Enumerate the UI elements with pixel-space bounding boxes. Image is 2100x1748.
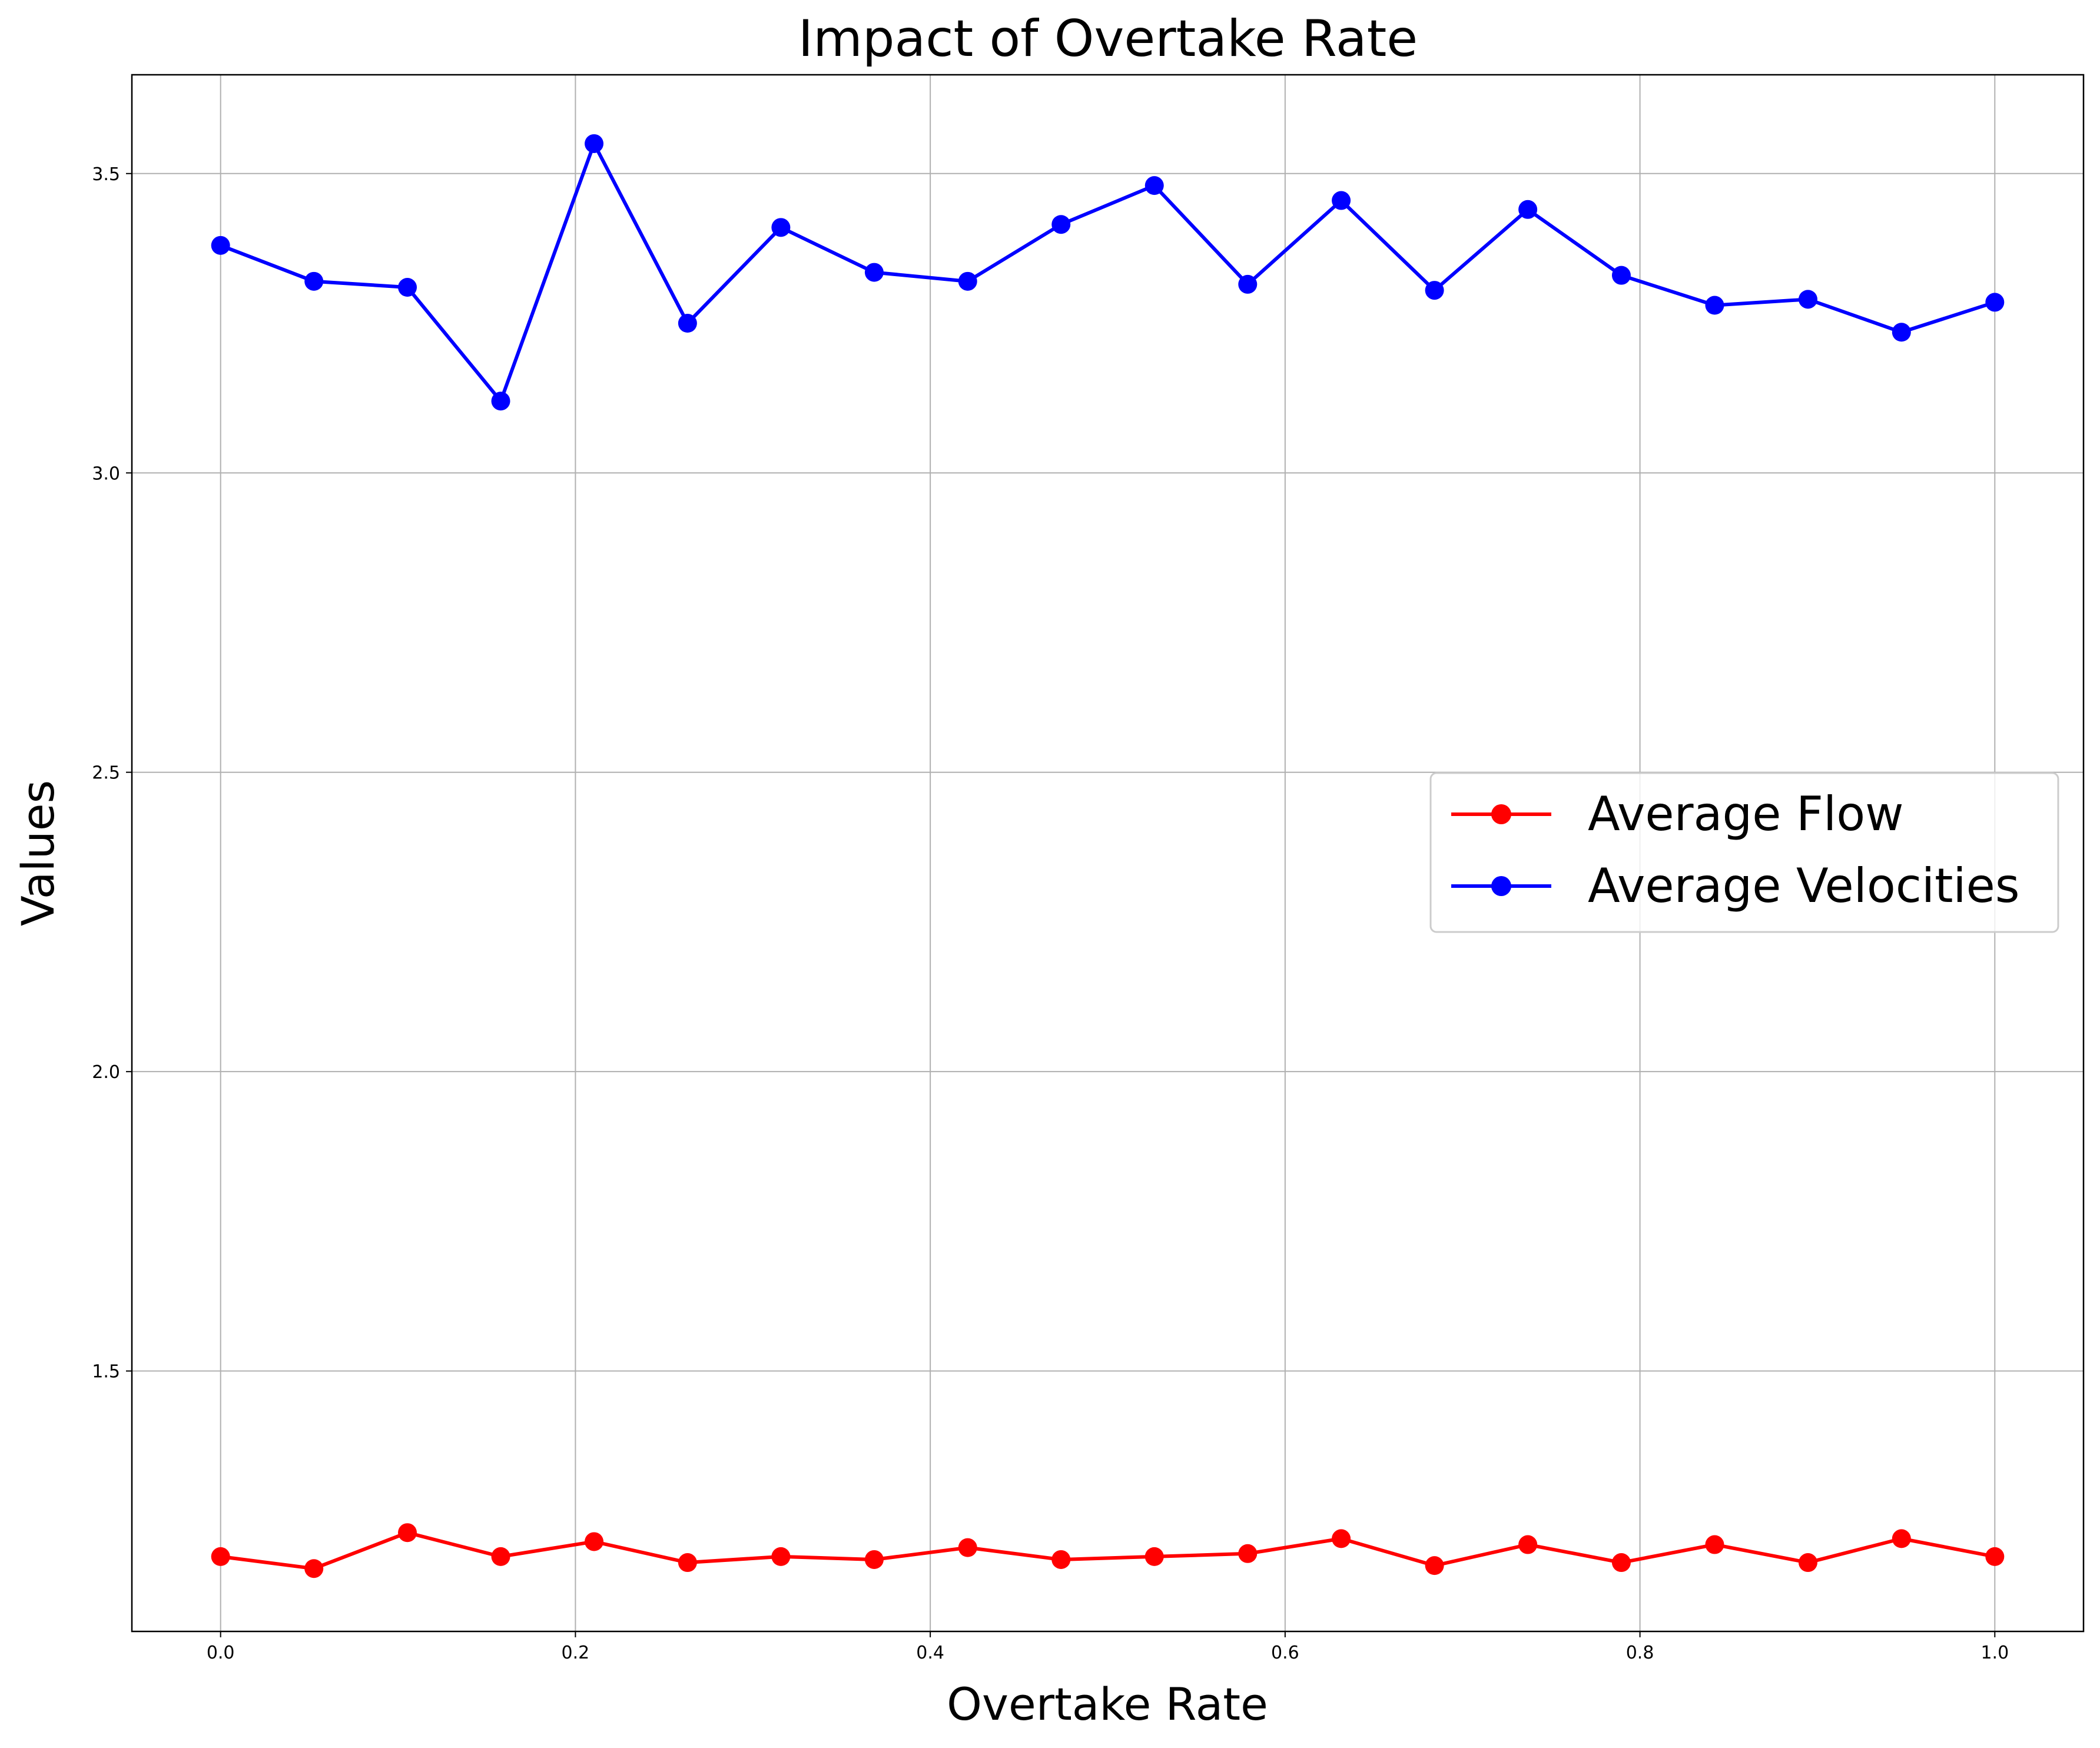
- y-tick-label: 3.5: [92, 164, 120, 185]
- x-axis-title: Overtake Rate: [947, 1678, 1268, 1730]
- data-point-average-velocities: [1518, 200, 1538, 219]
- series-line-average-velocities: [220, 141, 1996, 403]
- data-point-average-velocities: [1611, 266, 1631, 285]
- data-point-average-velocities: [771, 218, 791, 237]
- data-point-average-flow: [585, 1532, 604, 1551]
- x-tick-label: 0.2: [562, 1643, 590, 1663]
- data-point-average-flow: [1705, 1535, 1724, 1554]
- data-point-average-flow: [1518, 1535, 1538, 1554]
- legend-marker-average-flow: [1491, 804, 1511, 824]
- x-tick-label: 1.0: [1980, 1643, 2009, 1663]
- y-axis-title: Values: [12, 780, 64, 926]
- data-point-average-flow: [304, 1559, 324, 1578]
- data-point-average-flow: [1425, 1556, 1444, 1575]
- data-point-average-velocities: [678, 314, 697, 333]
- legend: Average Flow Average Velocities: [1429, 772, 2059, 933]
- x-tick-label: 0.6: [1271, 1643, 1299, 1663]
- legend-frame: [1429, 772, 2059, 933]
- y-tick-label: 2.5: [92, 763, 120, 784]
- data-point-average-flow: [1798, 1553, 1817, 1573]
- data-point-average-velocities: [1798, 290, 1817, 309]
- chart-title: Impact of Overtake Rate: [798, 9, 1418, 68]
- data-point-average-velocities: [1705, 296, 1724, 315]
- legend-marker-average-velocities: [1491, 876, 1511, 896]
- data-point-average-flow: [1611, 1553, 1631, 1573]
- data-point-average-flow: [1985, 1547, 2005, 1566]
- data-point-average-velocities: [1332, 191, 1351, 210]
- grid: [132, 75, 2084, 1631]
- data-point-average-velocities: [304, 271, 324, 291]
- plot-frame: [131, 74, 2085, 1633]
- data-point-average-velocities: [1144, 176, 1164, 195]
- data-point-average-flow: [398, 1523, 417, 1543]
- data-point-average-flow: [864, 1550, 884, 1569]
- data-point-average-velocities: [1892, 323, 1911, 342]
- data-point-average-velocities: [585, 134, 604, 153]
- data-point-average-velocities: [211, 236, 230, 255]
- data-point-average-flow: [1892, 1529, 1911, 1548]
- series-line-average-flow: [220, 1531, 1995, 1571]
- data-point-average-flow: [1238, 1544, 1258, 1563]
- data-point-average-velocities: [1985, 293, 2005, 312]
- x-tick-label: 0.8: [1626, 1643, 1654, 1663]
- y-tick-label: 1.5: [92, 1362, 120, 1382]
- data-point-average-velocities: [1238, 274, 1258, 294]
- data-point-average-velocities: [958, 271, 977, 291]
- y-tick-label: 3.0: [92, 463, 120, 484]
- data-point-average-velocities: [1051, 215, 1071, 234]
- legend-label-average-flow: Average Flow: [1588, 787, 1904, 841]
- series-average-velocities: [211, 134, 2005, 411]
- x-tick-label: 0.4: [916, 1643, 944, 1663]
- data-point-average-velocities: [1425, 281, 1444, 300]
- legend-label-average-velocities: Average Velocities: [1588, 858, 2020, 913]
- ticks: 0.0 0.2 0.4 0.6 0.8 1.0 1.5 2.0 2.5 3.0 3.5: [92, 164, 2009, 1663]
- data-point-average-flow: [771, 1547, 791, 1566]
- x-tick-label: 0.0: [207, 1643, 235, 1663]
- data-point-average-flow: [491, 1547, 510, 1566]
- data-point-average-flow: [1051, 1550, 1071, 1569]
- data-point-average-flow: [211, 1547, 230, 1566]
- data-point-average-velocities: [398, 278, 417, 297]
- data-point-average-flow: [958, 1538, 977, 1557]
- series-average-flow: [211, 1523, 2005, 1578]
- data-point-average-flow: [1144, 1547, 1164, 1566]
- y-tick-label: 2.0: [92, 1062, 120, 1083]
- data-point-average-velocities: [491, 392, 510, 411]
- data-point-average-flow: [1332, 1529, 1351, 1548]
- series-group: [211, 134, 2005, 1578]
- data-point-average-flow: [678, 1553, 697, 1573]
- data-point-average-velocities: [864, 263, 884, 282]
